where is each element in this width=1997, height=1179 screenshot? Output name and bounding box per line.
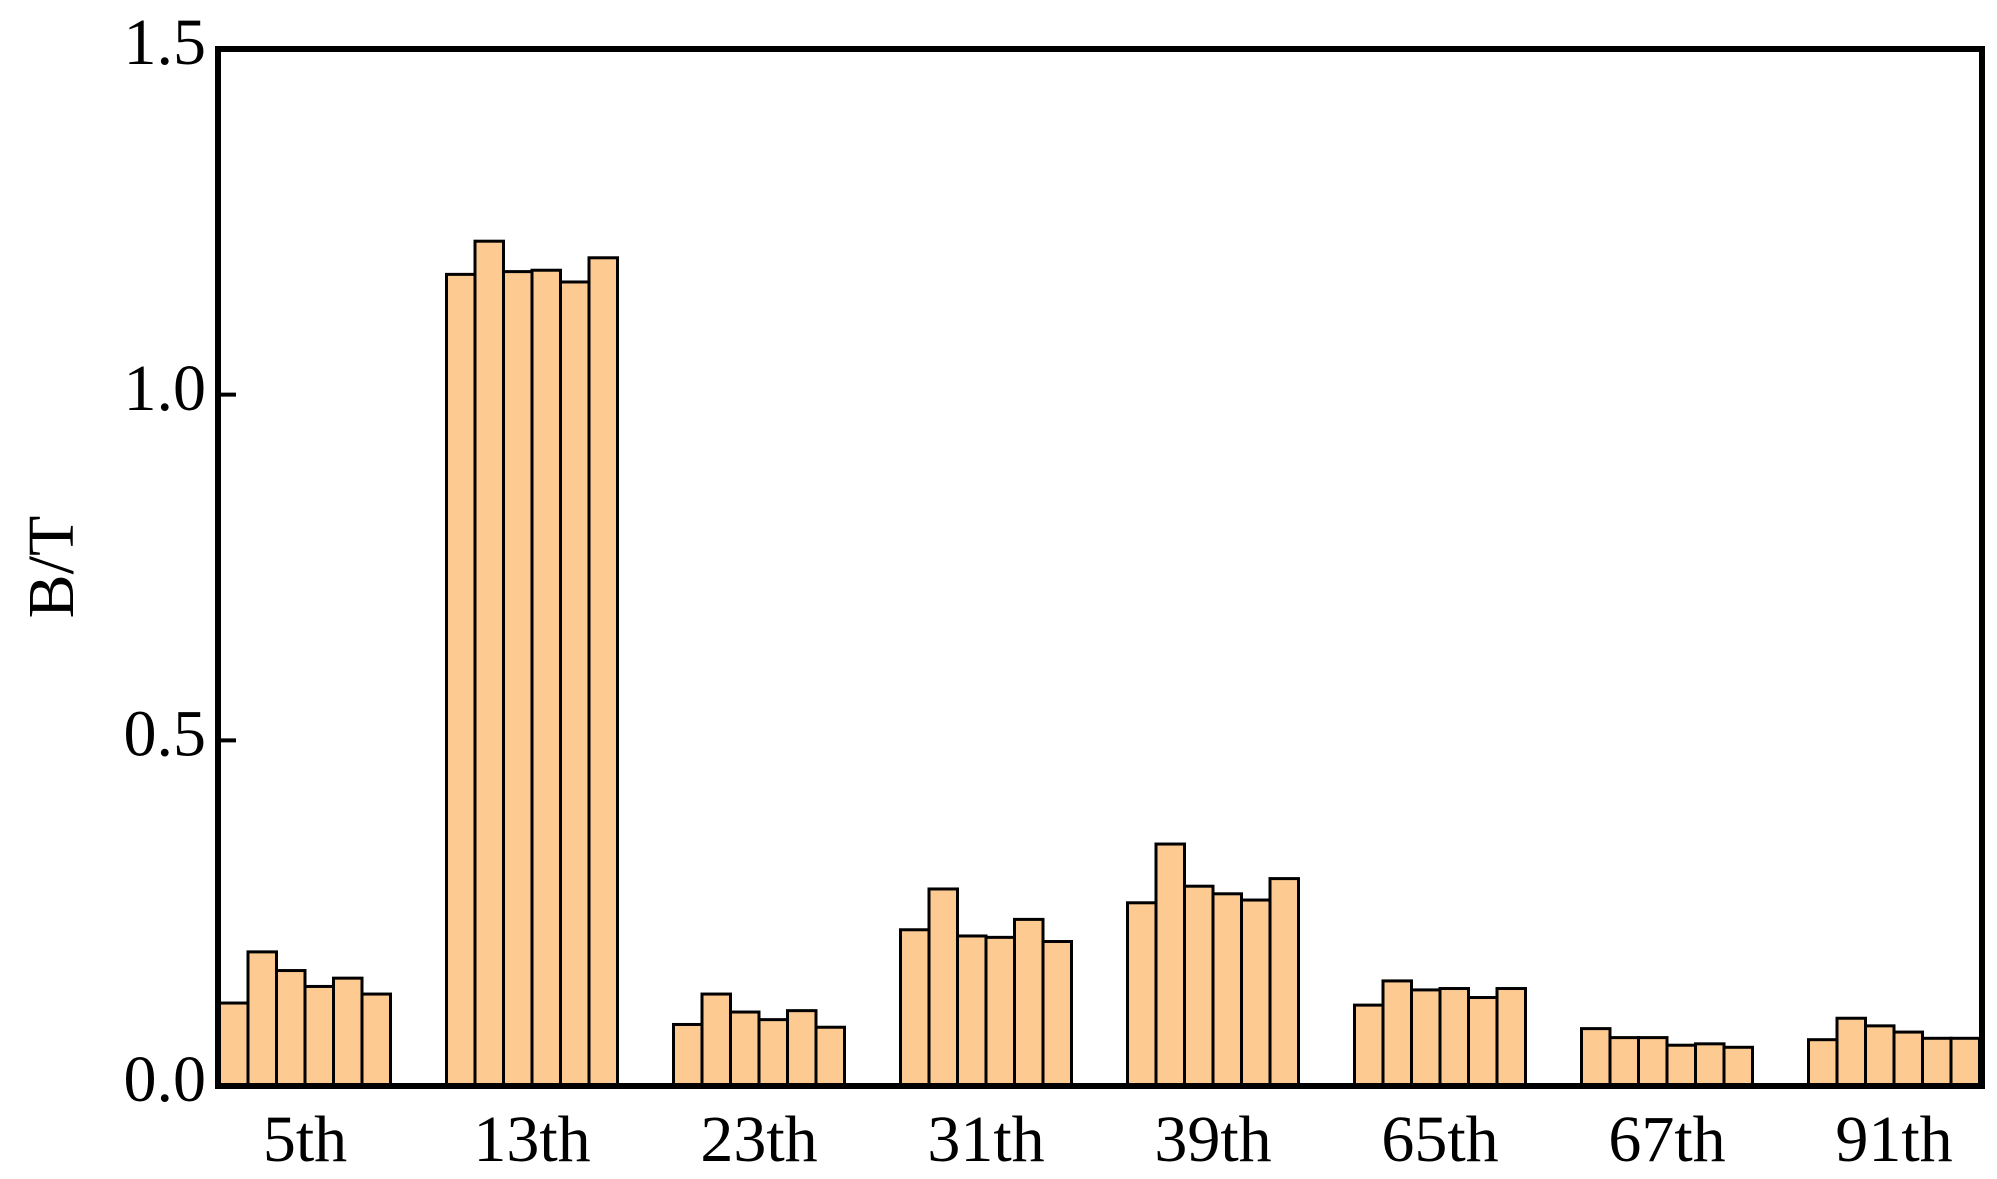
bar [303, 984, 335, 1088]
plot-frame [215, 46, 1985, 1089]
bar [332, 976, 364, 1088]
y-tick-label: 1.0 [124, 352, 207, 425]
bar [473, 239, 505, 1088]
bar [1126, 901, 1158, 1088]
bar [1268, 877, 1300, 1088]
bar [1892, 1030, 1924, 1088]
bar [530, 268, 562, 1088]
x-tick-label: 13th [473, 1103, 590, 1176]
bar [246, 950, 278, 1088]
bar [1921, 1036, 1953, 1088]
bar [1211, 892, 1243, 1088]
bar [1694, 1042, 1726, 1088]
y-tick-label: 0.0 [124, 1043, 207, 1116]
bar [956, 934, 988, 1088]
bar [1410, 988, 1442, 1088]
y-tick-label: 0.5 [124, 697, 207, 770]
bar [587, 256, 619, 1088]
bar [700, 992, 732, 1088]
bar [1438, 987, 1470, 1088]
bar [275, 969, 307, 1088]
bar [1183, 884, 1215, 1088]
x-tick-label: 67th [1608, 1103, 1725, 1176]
y-tick-label: 1.5 [124, 6, 207, 79]
x-tick-label: 91th [1835, 1103, 1952, 1176]
bar [672, 1022, 704, 1088]
bar [1949, 1036, 1981, 1088]
bar [559, 280, 591, 1088]
bar [1608, 1036, 1640, 1088]
bar [757, 1018, 789, 1088]
bar [218, 1001, 250, 1088]
y-axis-label: B/T [15, 516, 88, 619]
bar [1864, 1024, 1896, 1088]
bar [927, 887, 959, 1088]
bar [1353, 1003, 1385, 1088]
bar [1835, 1016, 1867, 1088]
x-tick-label: 5th [263, 1103, 347, 1176]
bar [814, 1025, 846, 1088]
bar [1495, 987, 1527, 1088]
bar [1041, 940, 1073, 1088]
x-tick-label: 23th [700, 1103, 817, 1176]
x-tick-label: 39th [1154, 1103, 1271, 1176]
bar [1637, 1036, 1669, 1088]
bar [899, 928, 931, 1088]
bar [1381, 979, 1413, 1088]
bar [502, 270, 534, 1088]
bar [1580, 1027, 1612, 1088]
bar [786, 1009, 818, 1088]
bar [1665, 1043, 1697, 1088]
bar [1154, 842, 1186, 1088]
bar [1722, 1045, 1754, 1088]
bar [445, 272, 477, 1088]
x-tick-label: 65th [1381, 1103, 1498, 1176]
x-tick-label: 31th [927, 1103, 1044, 1176]
bar [1807, 1038, 1839, 1088]
bar [1240, 898, 1272, 1088]
bar [360, 992, 392, 1088]
bar [729, 1010, 761, 1088]
bar [984, 935, 1016, 1088]
bar [1013, 917, 1045, 1088]
bar [1467, 996, 1499, 1088]
